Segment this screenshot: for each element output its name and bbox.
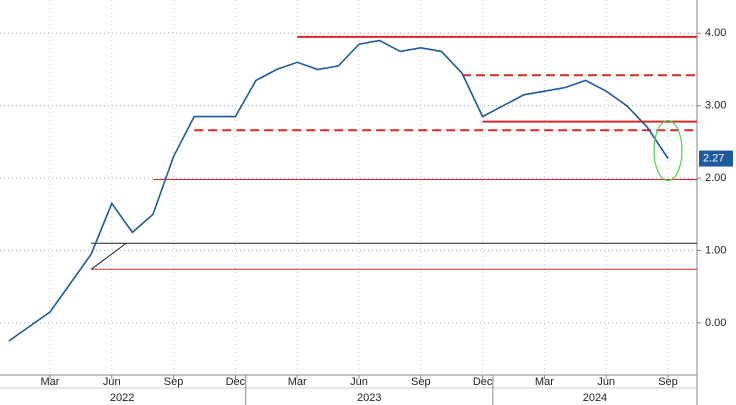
last-value-label: 2.27 (703, 152, 724, 164)
x-tick-label: Mar (288, 376, 307, 388)
x-tick-label: Jun (597, 376, 615, 388)
annotation-line (90, 242, 127, 270)
year-label: 2023 (357, 392, 381, 404)
x-tick-label: Mar (41, 376, 60, 388)
highlight-ellipse (653, 119, 683, 182)
x-tick-label: Dec (473, 376, 493, 388)
year-label: 2022 (110, 392, 134, 404)
x-tick-label: Jun (103, 376, 121, 388)
x-tick-label: Sep (164, 376, 184, 388)
x-tick-label: Sep (411, 376, 431, 388)
y-tick-label: 2.00 (705, 172, 726, 184)
series-line (8, 39, 669, 342)
y-tick-label: 4.00 (705, 27, 726, 39)
y-tick-label: 0.00 (705, 317, 726, 329)
y-tick-label: 1.00 (705, 244, 726, 256)
x-tick-label: Jun (350, 376, 368, 388)
y-tick-label: 3.00 (705, 100, 726, 112)
x-tick-label: Sep (658, 376, 678, 388)
x-tick-label: Dec (226, 376, 246, 388)
year-label: 2024 (583, 392, 607, 404)
last-value-box (699, 150, 733, 167)
x-tick-label: Mar (535, 376, 554, 388)
